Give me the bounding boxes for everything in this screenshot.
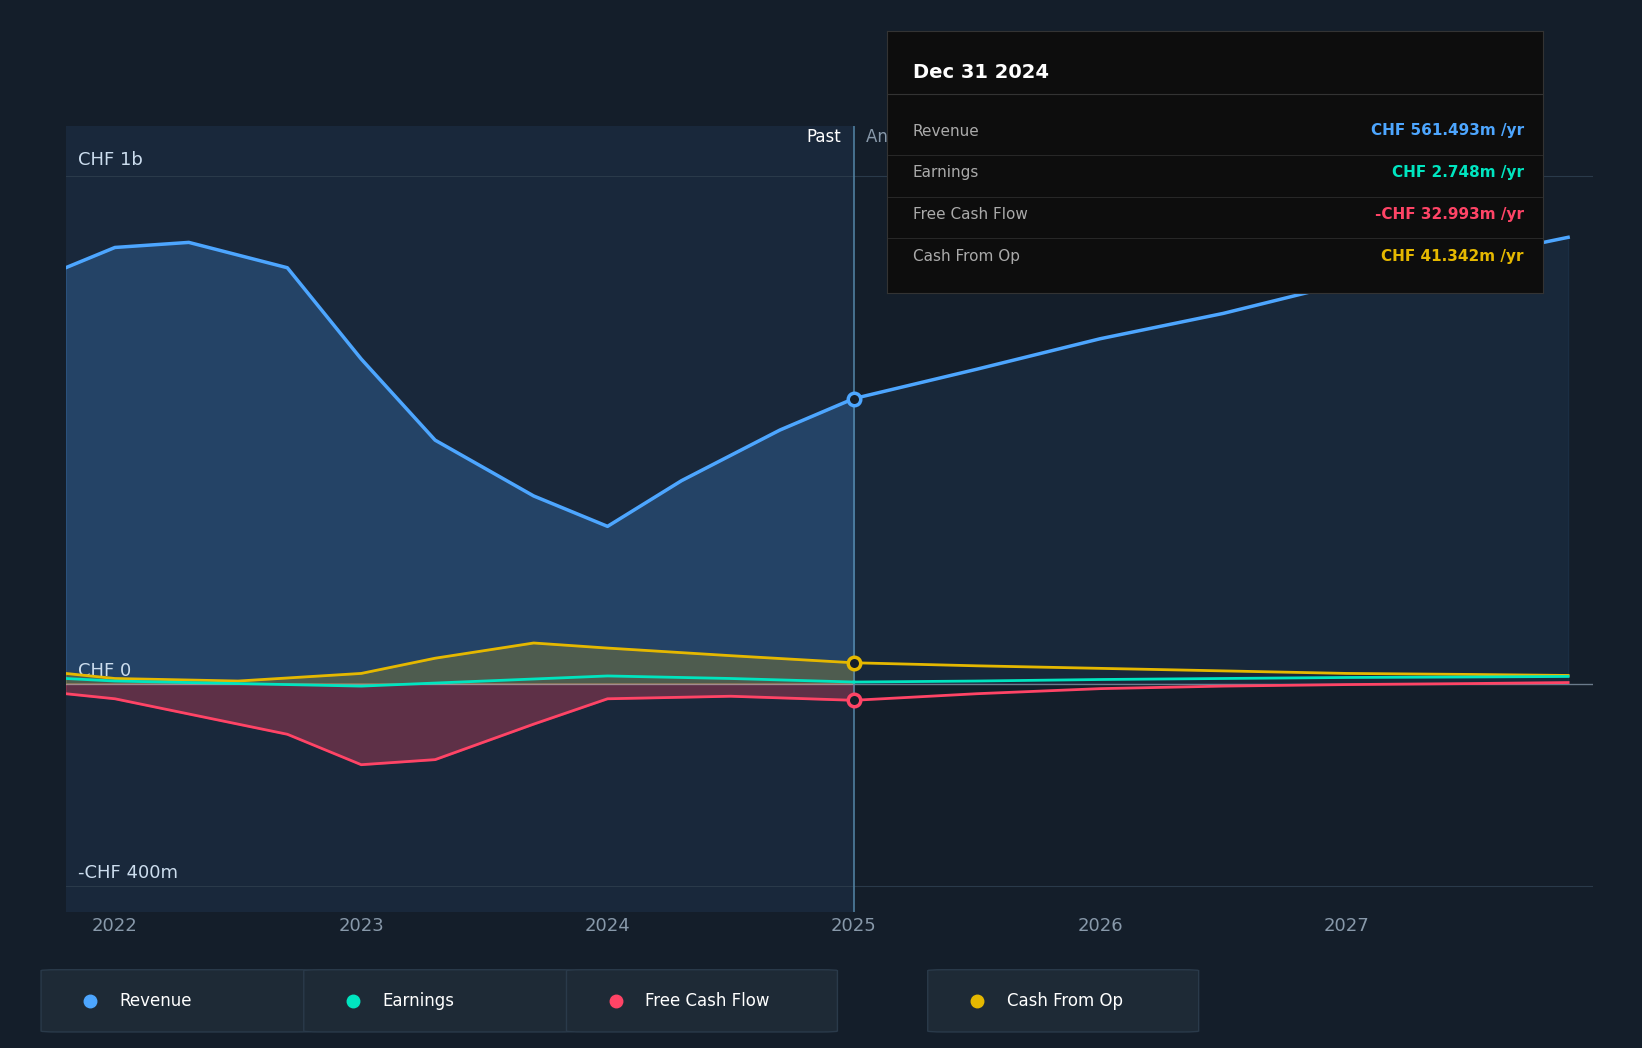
Text: -CHF 400m: -CHF 400m — [77, 865, 177, 882]
FancyBboxPatch shape — [566, 969, 837, 1032]
Text: CHF 41.342m /yr: CHF 41.342m /yr — [1381, 249, 1524, 264]
Text: CHF 0: CHF 0 — [77, 661, 131, 679]
Text: Free Cash Flow: Free Cash Flow — [913, 208, 1028, 222]
Text: Earnings: Earnings — [913, 166, 979, 180]
Text: Free Cash Flow: Free Cash Flow — [645, 991, 770, 1010]
Text: -CHF 32.993m /yr: -CHF 32.993m /yr — [1374, 208, 1524, 222]
Bar — [66, 126, 854, 912]
Text: Cash From Op: Cash From Op — [1007, 991, 1123, 1010]
Text: Revenue: Revenue — [913, 124, 980, 138]
Text: Analysts Forecasts: Analysts Forecasts — [865, 128, 1021, 146]
Text: Revenue: Revenue — [120, 991, 192, 1010]
FancyBboxPatch shape — [41, 969, 312, 1032]
Text: CHF 1b: CHF 1b — [77, 151, 143, 169]
FancyBboxPatch shape — [928, 969, 1199, 1032]
Text: CHF 561.493m /yr: CHF 561.493m /yr — [1371, 124, 1524, 138]
Text: Earnings: Earnings — [383, 991, 455, 1010]
Text: CHF 2.748m /yr: CHF 2.748m /yr — [1392, 166, 1524, 180]
Text: Cash From Op: Cash From Op — [913, 249, 1020, 264]
Text: Past: Past — [806, 128, 841, 146]
FancyBboxPatch shape — [304, 969, 575, 1032]
Text: Dec 31 2024: Dec 31 2024 — [913, 63, 1049, 82]
